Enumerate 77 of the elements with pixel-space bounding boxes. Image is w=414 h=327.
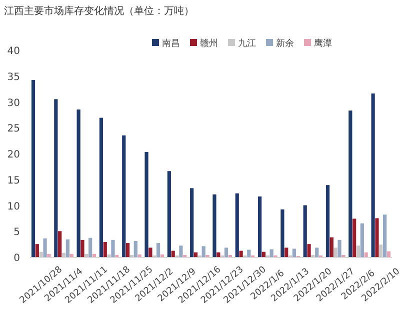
- bar: [202, 246, 206, 257]
- bar: [148, 248, 152, 257]
- bar: [88, 238, 92, 257]
- bar: [76, 110, 80, 257]
- bar: [338, 240, 342, 257]
- bar: [122, 135, 126, 257]
- legend-label: 新余: [276, 38, 294, 49]
- bar: [92, 254, 96, 257]
- bar: [364, 252, 368, 257]
- bar: [160, 254, 164, 257]
- y-tick-label: 25: [7, 124, 20, 135]
- bar: [356, 246, 360, 257]
- bar: [39, 252, 43, 257]
- bar: [70, 254, 74, 257]
- y-tick-label: 30: [7, 98, 20, 109]
- bar: [62, 252, 66, 257]
- bar: [326, 185, 330, 257]
- y-tick-label: 40: [7, 46, 20, 57]
- bar: [54, 99, 58, 257]
- bar: [111, 240, 115, 257]
- bar: [224, 248, 228, 257]
- bar: [167, 171, 171, 257]
- bar: [371, 93, 375, 257]
- y-tick-label: 0: [14, 253, 20, 264]
- bar: [262, 252, 266, 257]
- bar: [239, 250, 243, 257]
- bar: [31, 80, 36, 257]
- bar: [379, 244, 383, 257]
- y-tick-label: 35: [7, 72, 20, 83]
- bar: [386, 251, 391, 257]
- bar: [194, 252, 198, 257]
- bar: [284, 248, 288, 257]
- bar: [99, 118, 104, 257]
- bar: [315, 248, 319, 257]
- legend-label: 鹰潭: [314, 38, 332, 49]
- chart-title: 江西主要市场库存变化情况（单位：万吨）: [4, 5, 194, 17]
- bar: [144, 152, 148, 257]
- bar: [334, 248, 338, 257]
- bar: [270, 249, 274, 257]
- bar: [107, 254, 111, 257]
- bar: [247, 250, 251, 257]
- bar: [360, 223, 364, 257]
- bar: [179, 246, 183, 257]
- bar: [307, 244, 311, 257]
- bar: [292, 248, 296, 257]
- bar: [352, 218, 356, 257]
- bar: [235, 193, 239, 257]
- bar: [216, 252, 220, 257]
- y-tick-label: 10: [7, 201, 20, 212]
- legend-label: 赣州: [200, 38, 218, 49]
- legend-label: 南昌: [162, 38, 180, 49]
- bar: [134, 240, 138, 257]
- bar: [35, 244, 39, 257]
- bar: [80, 240, 84, 257]
- y-tick-label: 5: [14, 227, 20, 238]
- bar: [375, 218, 379, 257]
- bar: [43, 238, 47, 257]
- bar: [171, 250, 175, 257]
- bar: [212, 194, 216, 257]
- bar: [190, 188, 194, 257]
- bar: [66, 239, 70, 257]
- legend-label: 九江: [238, 38, 256, 49]
- y-tick-label: 20: [7, 150, 20, 160]
- bar: [280, 209, 284, 257]
- bar: [47, 254, 51, 257]
- bar: [84, 254, 88, 257]
- bar: [103, 242, 107, 257]
- bar: [303, 205, 307, 257]
- bar: [330, 237, 334, 257]
- bar: [156, 243, 160, 257]
- bar: [258, 196, 262, 257]
- bar: [383, 214, 387, 257]
- bar: [348, 110, 352, 257]
- bar: [58, 231, 62, 257]
- y-tick-label: 15: [7, 175, 20, 186]
- bar: [126, 243, 130, 257]
- bar: [138, 254, 142, 257]
